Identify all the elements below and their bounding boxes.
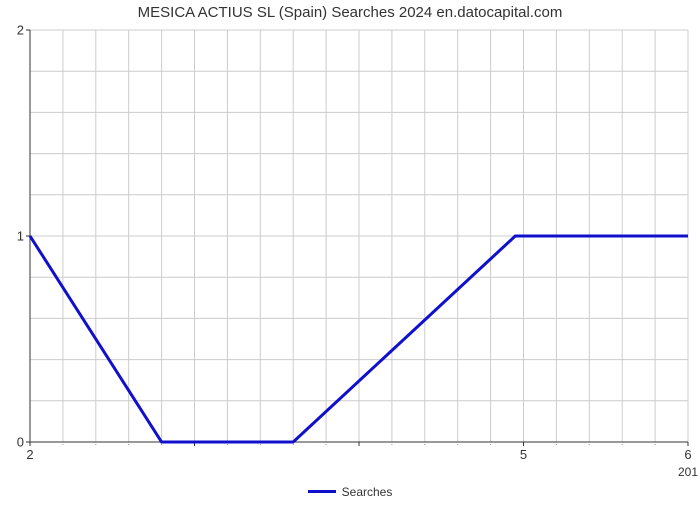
legend-swatch (308, 490, 336, 493)
chart-container: MESICA ACTIUS SL (Spain) Searches 2024 e… (0, 0, 700, 500)
chart-svg (0, 0, 700, 500)
x-tick-label: 6 (684, 447, 691, 462)
y-tick-label: 0 (4, 435, 24, 450)
y-tick-label: 2 (4, 23, 24, 38)
legend: Searches (0, 484, 700, 499)
x-tick-label: 5 (520, 447, 527, 462)
chart-title: MESICA ACTIUS SL (Spain) Searches 2024 e… (0, 4, 700, 21)
x-tick-label: 2 (26, 447, 33, 462)
y-tick-label: 1 (4, 229, 24, 244)
legend-label: Searches (342, 485, 393, 499)
x-extra-label: 201 (678, 465, 698, 479)
